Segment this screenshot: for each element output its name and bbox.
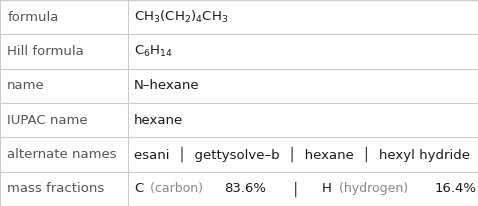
Text: IUPAC name: IUPAC name (7, 114, 88, 127)
Text: │: │ (279, 181, 312, 197)
Text: alternate names: alternate names (7, 148, 117, 161)
Text: Hill formula: Hill formula (7, 45, 84, 58)
Text: N–hexane: N–hexane (134, 79, 199, 92)
Text: H: H (322, 182, 332, 195)
Text: formula: formula (7, 11, 58, 24)
Text: hexane: hexane (134, 114, 183, 127)
Text: esani  │  gettysolve–b  │  hexane  │  hexyl hydride: esani │ gettysolve–b │ hexane │ hexyl hy… (134, 147, 470, 162)
Text: $\mathregular{C_6H_{14}}$: $\mathregular{C_6H_{14}}$ (134, 44, 173, 59)
Text: (hydrogen): (hydrogen) (335, 182, 412, 195)
Text: C: C (134, 182, 143, 195)
Text: 16.4%: 16.4% (434, 182, 476, 195)
Text: (carbon): (carbon) (146, 182, 207, 195)
Text: 83.6%: 83.6% (225, 182, 267, 195)
Text: mass fractions: mass fractions (7, 182, 104, 195)
Text: $\mathregular{CH_3(CH_2)_4CH_3}$: $\mathregular{CH_3(CH_2)_4CH_3}$ (134, 9, 228, 25)
Text: name: name (7, 79, 45, 92)
